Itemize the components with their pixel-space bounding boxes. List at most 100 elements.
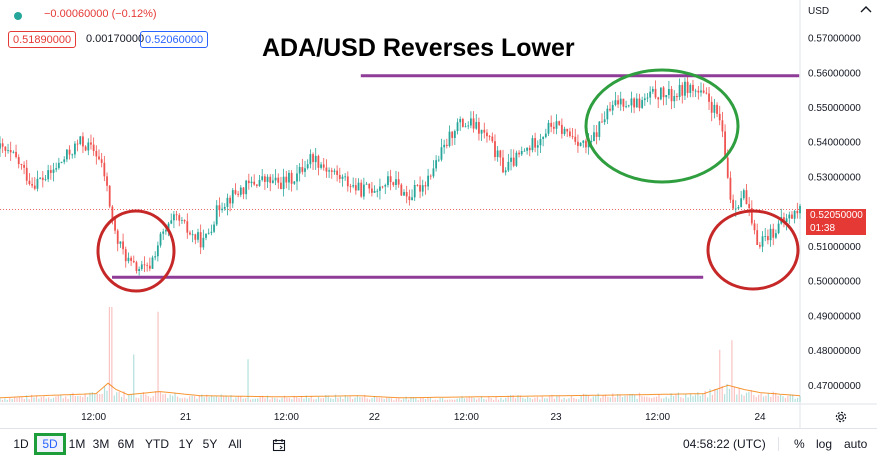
candle-body — [732, 199, 735, 209]
volume-bar — [578, 399, 580, 402]
candle-body — [213, 224, 215, 232]
volume-bar — [361, 397, 363, 402]
candle-body — [400, 184, 403, 196]
ask-price-box[interactable]: 0.52060000 — [140, 31, 209, 48]
candle-body — [689, 84, 692, 93]
candle-body — [635, 98, 638, 108]
utc-clock[interactable]: 04:58:22 (UTC) — [683, 437, 766, 451]
candle-body — [702, 90, 705, 93]
candle-body — [638, 98, 641, 108]
chevron-up-icon[interactable] — [858, 2, 874, 16]
x-tick-label: 21 — [180, 412, 192, 423]
volume-bar — [415, 398, 417, 402]
candle-body — [673, 95, 676, 102]
candle-body — [475, 122, 478, 129]
y-tick-label: 0.57000000 — [808, 34, 861, 45]
volume-bar — [230, 395, 232, 402]
timeframe-5y[interactable]: 5Y — [202, 437, 218, 451]
calendar-range-icon[interactable] — [272, 438, 286, 452]
volume-bar — [347, 396, 349, 402]
candle-body — [796, 210, 799, 214]
volume-bar — [337, 397, 339, 402]
volume-bar — [215, 396, 218, 402]
candle-body — [167, 223, 170, 231]
volume-bar — [262, 395, 264, 402]
volume-bar — [317, 396, 320, 402]
candle-body — [368, 183, 371, 189]
candle-body — [95, 150, 98, 157]
highlight-circle-low[interactable] — [96, 209, 176, 293]
volume-bar — [607, 396, 609, 402]
volume-bar — [296, 397, 298, 402]
volume-bar — [755, 396, 757, 402]
percent-toggle[interactable]: % — [794, 437, 805, 451]
volume-bar — [420, 397, 422, 402]
candle-body — [630, 98, 633, 106]
volume-bar — [111, 307, 113, 402]
highlight-circle-high[interactable] — [584, 68, 740, 184]
candle-body — [716, 104, 718, 114]
candle-body — [456, 122, 459, 132]
volume-bar — [145, 394, 147, 402]
volume-bar — [50, 398, 52, 402]
candle-body — [371, 188, 373, 193]
timeframe-1m[interactable]: 1M — [68, 437, 86, 451]
volume-bar — [539, 399, 541, 402]
candle-body — [480, 129, 483, 134]
volume-bar — [685, 394, 687, 402]
gear-icon[interactable] — [834, 410, 848, 424]
timeframe-6m[interactable]: 6M — [117, 437, 135, 451]
candle-body — [207, 232, 210, 234]
volume-bar — [609, 397, 611, 402]
volume-bar — [561, 399, 563, 402]
candle-body — [718, 113, 721, 121]
timeframe-ytd[interactable]: YTD — [145, 437, 169, 451]
candle-body — [445, 144, 448, 146]
volume-bar — [400, 400, 402, 402]
volume-bar — [626, 395, 628, 402]
volume-bar — [334, 394, 337, 402]
volume-bar — [6, 399, 8, 402]
volume-bar — [220, 394, 222, 402]
candle-body — [362, 184, 365, 197]
volume-bar — [668, 398, 670, 402]
chart-area[interactable]: 0.57000000 0.56000000 0.55000000 0.54000000… — [0, 0, 877, 428]
candle-body — [274, 177, 277, 181]
candle-body — [531, 138, 534, 151]
timeframe-1y[interactable]: 1Y — [178, 437, 194, 451]
volume-bar — [619, 394, 621, 402]
candle-body — [785, 218, 788, 223]
timeframe-5d[interactable]: 5D — [34, 433, 66, 455]
candle-body — [65, 149, 68, 160]
bid-price-box[interactable]: 0.51890000 — [8, 31, 77, 48]
highlight-circle-drop[interactable] — [706, 209, 800, 291]
volume-bar — [592, 396, 594, 402]
x-tick-label: 23 — [550, 412, 562, 423]
volume-bar — [410, 397, 412, 402]
volume-bar — [478, 398, 480, 402]
candle-body — [285, 176, 288, 183]
timeframe-3m[interactable]: 3M — [92, 437, 110, 451]
candle-body — [534, 138, 537, 148]
candle-body — [488, 136, 491, 137]
candle-body — [173, 214, 175, 221]
timeframe-1d[interactable]: 1D — [13, 437, 29, 451]
candle-body — [376, 190, 379, 192]
volume-bar — [456, 398, 458, 402]
candle-body — [563, 128, 566, 134]
volume-bar — [495, 396, 497, 402]
volume-bar — [244, 398, 247, 402]
candle-body — [502, 157, 504, 173]
y-tick-label: 0.47000000 — [808, 381, 861, 392]
volume-bar — [94, 393, 96, 402]
candle-body — [708, 93, 710, 102]
candle-body — [614, 100, 617, 105]
volume-bar — [614, 397, 616, 402]
candle-body — [609, 108, 611, 111]
candle-body — [395, 179, 397, 186]
timeframe-all[interactable]: All — [228, 437, 242, 451]
candle-body — [451, 131, 454, 138]
log-toggle[interactable]: log — [816, 437, 833, 451]
volume-bar — [522, 397, 524, 402]
auto-toggle[interactable]: auto — [844, 437, 868, 451]
